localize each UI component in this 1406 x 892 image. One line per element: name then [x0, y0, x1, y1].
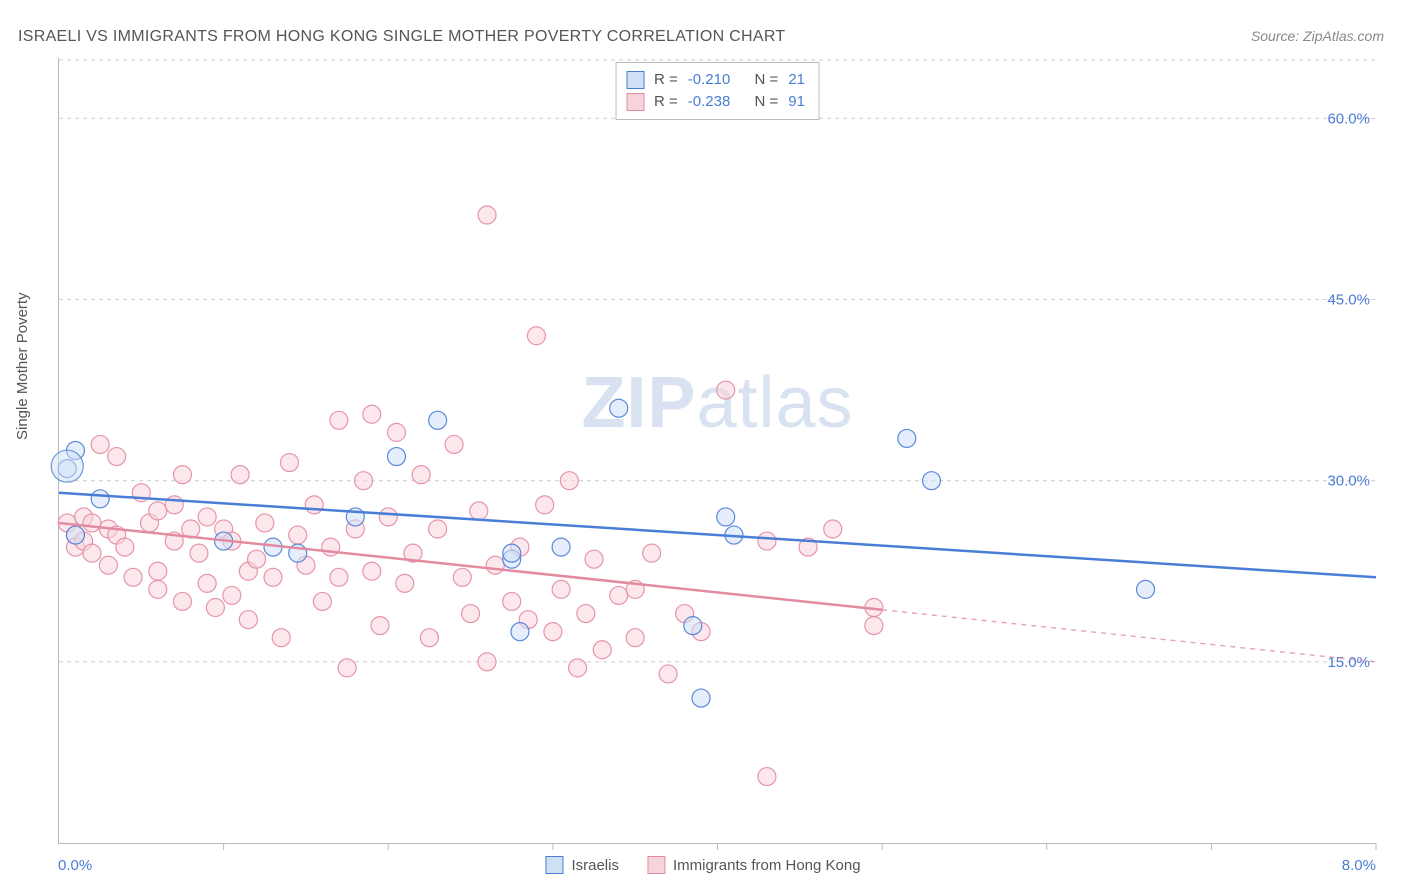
legend-item-blue: Israelis [545, 856, 619, 874]
chart-plot-area: ZIPatlas 15.0%30.0%45.0%60.0% R = -0.210… [58, 58, 1376, 844]
r-value-pink: -0.238 [688, 91, 731, 113]
n-label: N = [755, 69, 779, 91]
series-legend: Israelis Immigrants from Hong Kong [545, 856, 860, 874]
swatch-blue-icon [545, 856, 563, 874]
correlation-legend: R = -0.210 N = 21 R = -0.238 N = 91 [615, 62, 820, 120]
source-label: Source: ZipAtlas.com [1251, 28, 1384, 44]
correlation-row-blue: R = -0.210 N = 21 [626, 69, 805, 91]
correlation-row-pink: R = -0.238 N = 91 [626, 91, 805, 113]
swatch-pink-icon [626, 93, 644, 111]
n-label: N = [755, 91, 779, 113]
x-axis-min-label: 0.0% [58, 857, 92, 874]
swatch-pink-icon [647, 856, 665, 874]
n-value-blue: 21 [788, 69, 805, 91]
legend-label-pink: Immigrants from Hong Kong [673, 857, 861, 874]
r-label: R = [654, 91, 678, 113]
legend-label-blue: Israelis [571, 857, 619, 874]
svg-text:30.0%: 30.0% [1327, 473, 1370, 490]
chart-title: ISRAELI VS IMMIGRANTS FROM HONG KONG SIN… [18, 28, 786, 46]
n-value-pink: 91 [788, 91, 805, 113]
scatter-svg: 15.0% 30.0% 45.0% 60.0% [59, 58, 1376, 843]
svg-text:60.0%: 60.0% [1327, 110, 1370, 127]
scatter-pink [58, 206, 883, 786]
y-axis-label: Single Mother Poverty [14, 292, 31, 440]
r-value-blue: -0.210 [688, 69, 731, 91]
swatch-blue-icon [626, 71, 644, 89]
legend-item-pink: Immigrants from Hong Kong [647, 856, 861, 874]
x-axis-max-label: 8.0% [1342, 857, 1376, 874]
r-label: R = [654, 69, 678, 91]
svg-text:15.0%: 15.0% [1327, 654, 1370, 671]
svg-text:45.0%: 45.0% [1327, 292, 1370, 309]
